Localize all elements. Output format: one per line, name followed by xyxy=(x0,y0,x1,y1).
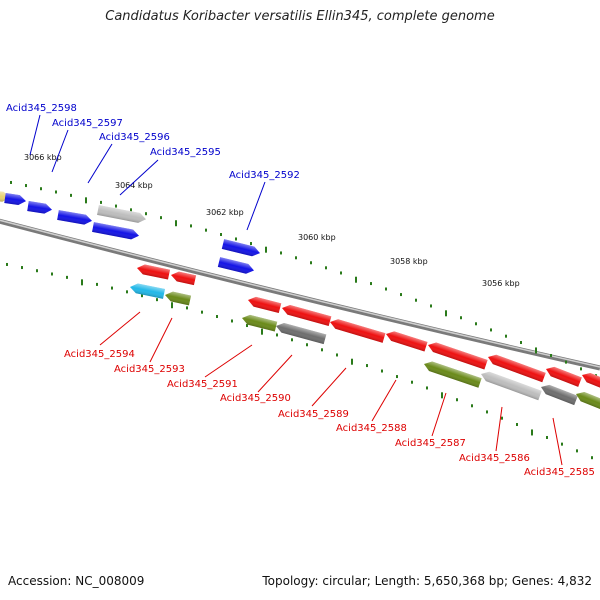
gene-labels: Acid345_2598 Acid345_2597 Acid345_2596 Acid… xyxy=(6,103,595,478)
gene-feature xyxy=(481,371,542,401)
kbp-label: 3058 kbp xyxy=(390,257,428,266)
gene-feature xyxy=(428,342,488,370)
gene-label: Acid345_2595 xyxy=(150,147,221,158)
gene-label: Acid345_2591 xyxy=(167,379,238,390)
gene-label: Acid345_2586 xyxy=(459,453,530,464)
gene-label: Acid345_2590 xyxy=(220,393,291,404)
tick-marks xyxy=(6,180,597,460)
gene-feature xyxy=(171,271,197,286)
label-leader-lines xyxy=(29,114,563,466)
gene-label: Acid345_2598 xyxy=(6,103,77,114)
gene-label: Acid345_2596 xyxy=(99,132,170,143)
gene-feature xyxy=(4,193,26,206)
gene-feature xyxy=(92,222,140,240)
gene-feature xyxy=(165,291,192,306)
gene-label: Acid345_2592 xyxy=(229,170,300,181)
gene-feature xyxy=(97,205,147,223)
gene-feature xyxy=(282,305,332,327)
gene-feature xyxy=(137,264,171,280)
kbp-scale-labels: 3066 kbp 3064 kbp 3062 kbp 3060 kbp 3058 kbp… xyxy=(24,153,520,288)
gene-label: Acid345_2589 xyxy=(278,409,349,420)
gene-feature xyxy=(424,361,482,388)
gene-feature xyxy=(541,384,578,406)
gene-feature xyxy=(576,391,600,413)
gene-label: Acid345_2593 xyxy=(114,364,185,375)
gene-feature xyxy=(221,239,260,257)
gene-feature xyxy=(242,314,278,332)
kbp-label: 3056 kbp xyxy=(482,279,520,288)
gene-feature xyxy=(0,190,10,202)
gene-label: Acid345_2588 xyxy=(336,423,407,434)
gene-label: Acid345_2597 xyxy=(52,118,123,129)
gene-feature xyxy=(386,331,428,352)
gene-feature xyxy=(276,323,327,345)
gene-feature xyxy=(546,366,582,387)
gene-features xyxy=(0,190,600,413)
kbp-label: 3064 kbp xyxy=(115,181,153,190)
gene-feature xyxy=(582,372,600,391)
kbp-label: 3060 kbp xyxy=(298,233,336,242)
gene-feature xyxy=(488,354,546,383)
gene-feature xyxy=(248,296,282,314)
kbp-label: 3066 kbp xyxy=(24,153,62,162)
genome-backbone xyxy=(0,218,600,371)
accession-text: Accession: NC_008009 xyxy=(8,574,145,588)
map-title: Candidatus Koribacter versatilis Ellin34… xyxy=(105,9,495,24)
gene-feature xyxy=(330,319,386,343)
kbp-label: 3062 kbp xyxy=(206,208,244,217)
topology-summary: Topology: circular; Length: 5,650,368 bp… xyxy=(262,574,592,588)
gene-feature xyxy=(57,210,92,225)
gene-feature xyxy=(217,257,254,274)
gene-feature xyxy=(27,201,52,214)
gene-feature xyxy=(130,283,166,299)
gene-label: Acid345_2594 xyxy=(64,349,135,360)
gene-label: Acid345_2585 xyxy=(524,467,595,478)
gene-label: Acid345_2587 xyxy=(395,438,466,449)
